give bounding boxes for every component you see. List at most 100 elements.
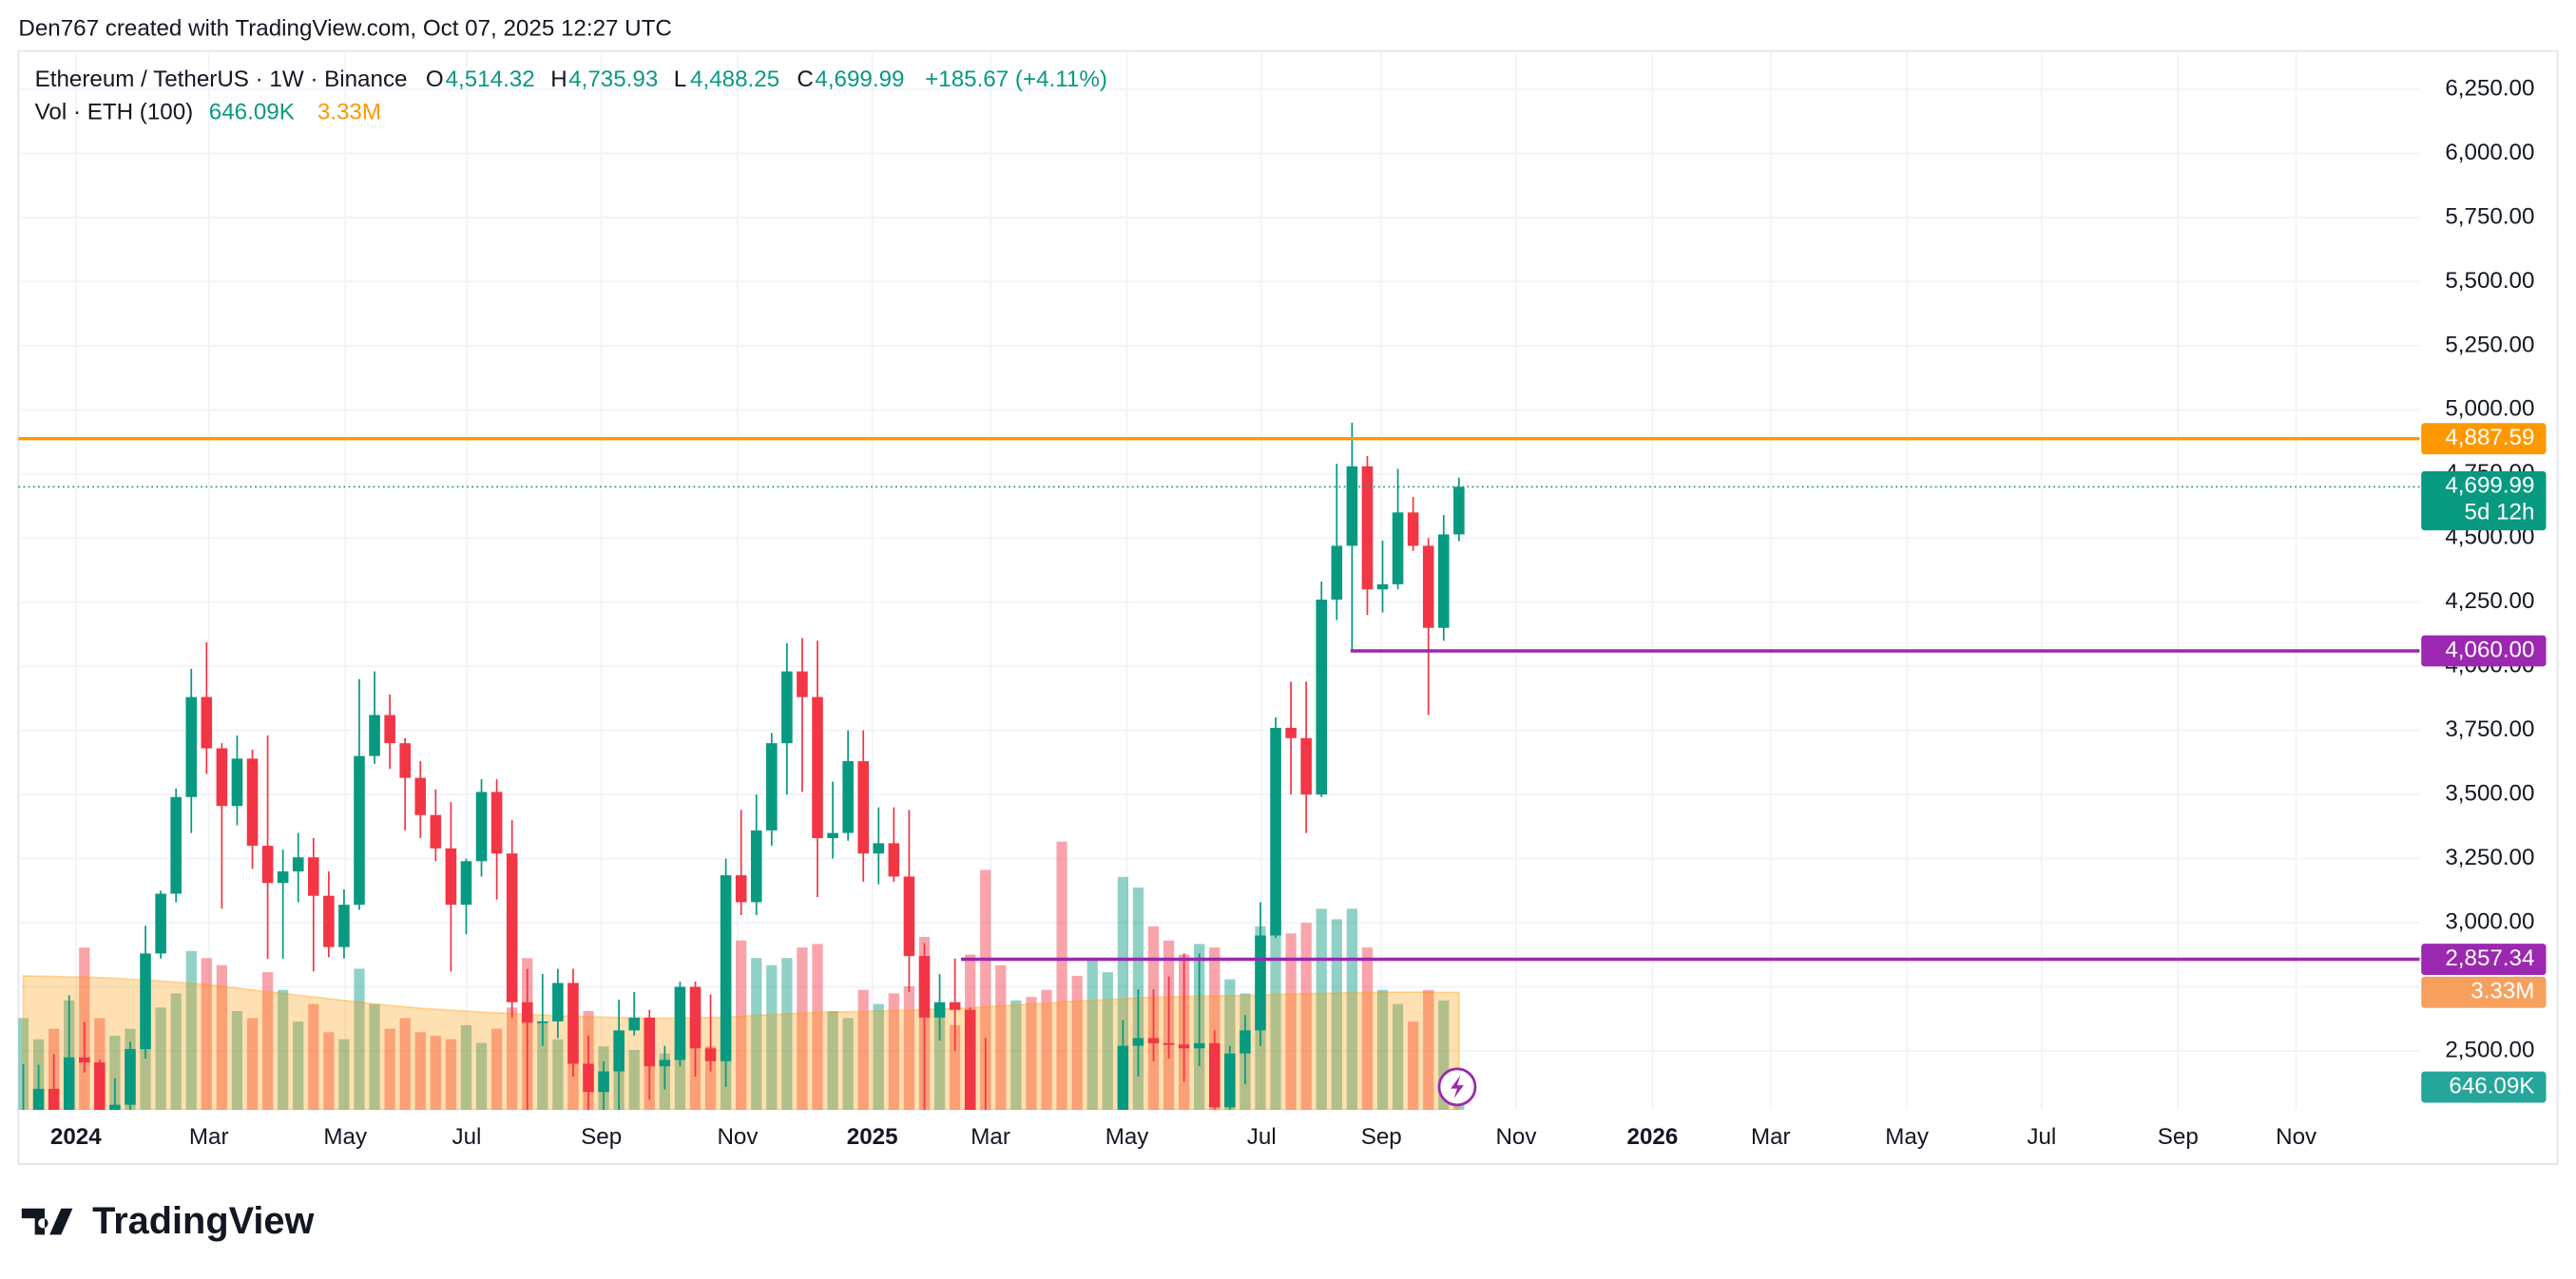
candle-body xyxy=(933,1002,946,1018)
ohlc-key: O xyxy=(426,67,444,92)
levels xyxy=(18,436,2420,962)
x-tick-label: Sep xyxy=(2158,1124,2199,1150)
candle-body xyxy=(1163,1042,1175,1045)
candle-body xyxy=(1392,512,1404,584)
candles xyxy=(22,422,1465,1228)
candle-body xyxy=(338,905,350,947)
candle-body xyxy=(1041,1225,1052,1228)
candle-body xyxy=(216,748,228,807)
candle-body xyxy=(766,743,778,830)
volume-value-label: 646.09K xyxy=(2449,1073,2534,1098)
x-tick-label: Nov xyxy=(2276,1124,2316,1150)
y-tick-label: 5,750.00 xyxy=(2445,203,2534,229)
ma-value-box xyxy=(2421,976,2547,1008)
candle-body xyxy=(63,1057,75,1111)
volume-bar xyxy=(445,1039,457,1111)
volume-bar xyxy=(980,869,991,1111)
x-tick-label: Mar xyxy=(1751,1124,1791,1150)
volume-bar xyxy=(704,1046,717,1111)
volume-bar xyxy=(797,947,808,1111)
alert-icon[interactable] xyxy=(1437,1067,1477,1107)
candle-body xyxy=(674,986,686,1060)
y-tick-label: 2,500.00 xyxy=(2445,1037,2534,1062)
ma-value: 3.33M xyxy=(317,100,381,125)
y-tick-label: 3,500.00 xyxy=(2445,781,2534,807)
candle-body xyxy=(949,1002,961,1010)
ohlc-value: 4,488.25 xyxy=(690,67,779,92)
volume-bar xyxy=(399,1018,411,1111)
y-tick-label: 5,000.00 xyxy=(2445,396,2534,422)
candle-body xyxy=(827,832,838,838)
candle-body xyxy=(1270,727,1281,936)
price-axis: 2024 Mar May Jul Sep Nov 2025 Mar May Jul Sep Nov 20… xyxy=(50,75,2547,1150)
candle-body xyxy=(735,875,747,903)
x-tick-label: Mar xyxy=(971,1124,1010,1150)
candle-body xyxy=(1316,600,1328,795)
x-tick-label: 2026 xyxy=(1627,1124,1679,1150)
candle-body xyxy=(750,830,762,903)
volume-bar xyxy=(950,1024,961,1111)
candle-body xyxy=(857,761,870,854)
volume-bar xyxy=(1423,989,1434,1111)
candle-body xyxy=(613,1030,625,1072)
candle-body xyxy=(781,671,793,744)
candle-body xyxy=(628,1017,640,1031)
candle-body xyxy=(399,743,411,778)
candle-body xyxy=(430,814,442,849)
volume-bar xyxy=(246,1018,259,1111)
candle-body xyxy=(812,697,823,838)
volume-bar xyxy=(384,1028,395,1111)
x-tick-label: 2024 xyxy=(50,1124,102,1150)
candle-body xyxy=(231,758,243,807)
last-price-label: 4,699.99 xyxy=(2445,473,2534,499)
candle-body xyxy=(1453,487,1465,535)
volume-bar xyxy=(1071,975,1083,1111)
candle-body xyxy=(1346,466,1358,546)
ohlc-value: 4,699.99 xyxy=(815,67,904,92)
x-tick-label: May xyxy=(1105,1124,1150,1150)
candle-body xyxy=(292,857,304,872)
volume-bar xyxy=(201,958,212,1111)
candle-body xyxy=(277,871,289,884)
volume-bar xyxy=(1376,989,1389,1111)
candle-body xyxy=(323,895,335,947)
volume-bar xyxy=(1224,979,1236,1111)
volume-bar xyxy=(1041,989,1052,1111)
volume-bar xyxy=(628,1049,640,1111)
volume-bar xyxy=(1102,972,1113,1111)
candle-body xyxy=(78,1057,90,1063)
volume-bar xyxy=(1056,841,1067,1111)
volume-bar xyxy=(1361,947,1374,1111)
candle-body xyxy=(246,758,259,847)
candle-body xyxy=(583,1063,594,1093)
countdown: 5d 12h xyxy=(2465,499,2535,525)
level-label: 2,857.34 xyxy=(2445,945,2534,971)
candle-body xyxy=(1208,1042,1221,1108)
y-tick-label: 4,250.00 xyxy=(2445,588,2534,614)
volume-bar xyxy=(231,1011,243,1111)
level-label: 4,887.59 xyxy=(2445,425,2534,450)
candle-body xyxy=(460,861,472,906)
volume-bar xyxy=(338,1039,350,1111)
y-tick-label: 3,000.00 xyxy=(2445,908,2534,934)
volume-bar xyxy=(308,1003,319,1111)
candle-body xyxy=(506,853,518,1002)
volume-bar xyxy=(995,964,1007,1111)
volume-bar xyxy=(475,1042,488,1111)
candle-body xyxy=(1147,1038,1160,1043)
x-tick-label: Mar xyxy=(189,1124,229,1150)
ohlc-value: 4,514.32 xyxy=(446,67,535,92)
x-tick-label: Nov xyxy=(717,1124,758,1150)
candle-body xyxy=(1422,545,1434,628)
brand: TradingView xyxy=(92,1200,314,1242)
x-tick-label: Nov xyxy=(1495,1124,1536,1150)
volume-bar xyxy=(751,958,762,1111)
volume-bar xyxy=(354,968,365,1111)
candle-body xyxy=(125,1049,136,1105)
volume-bar xyxy=(903,986,915,1111)
candle-body xyxy=(201,697,213,749)
volume-bar xyxy=(888,993,899,1111)
x-tick-label: Sep xyxy=(581,1124,622,1150)
volume-bar xyxy=(766,964,778,1111)
candle-body xyxy=(48,1088,60,1111)
